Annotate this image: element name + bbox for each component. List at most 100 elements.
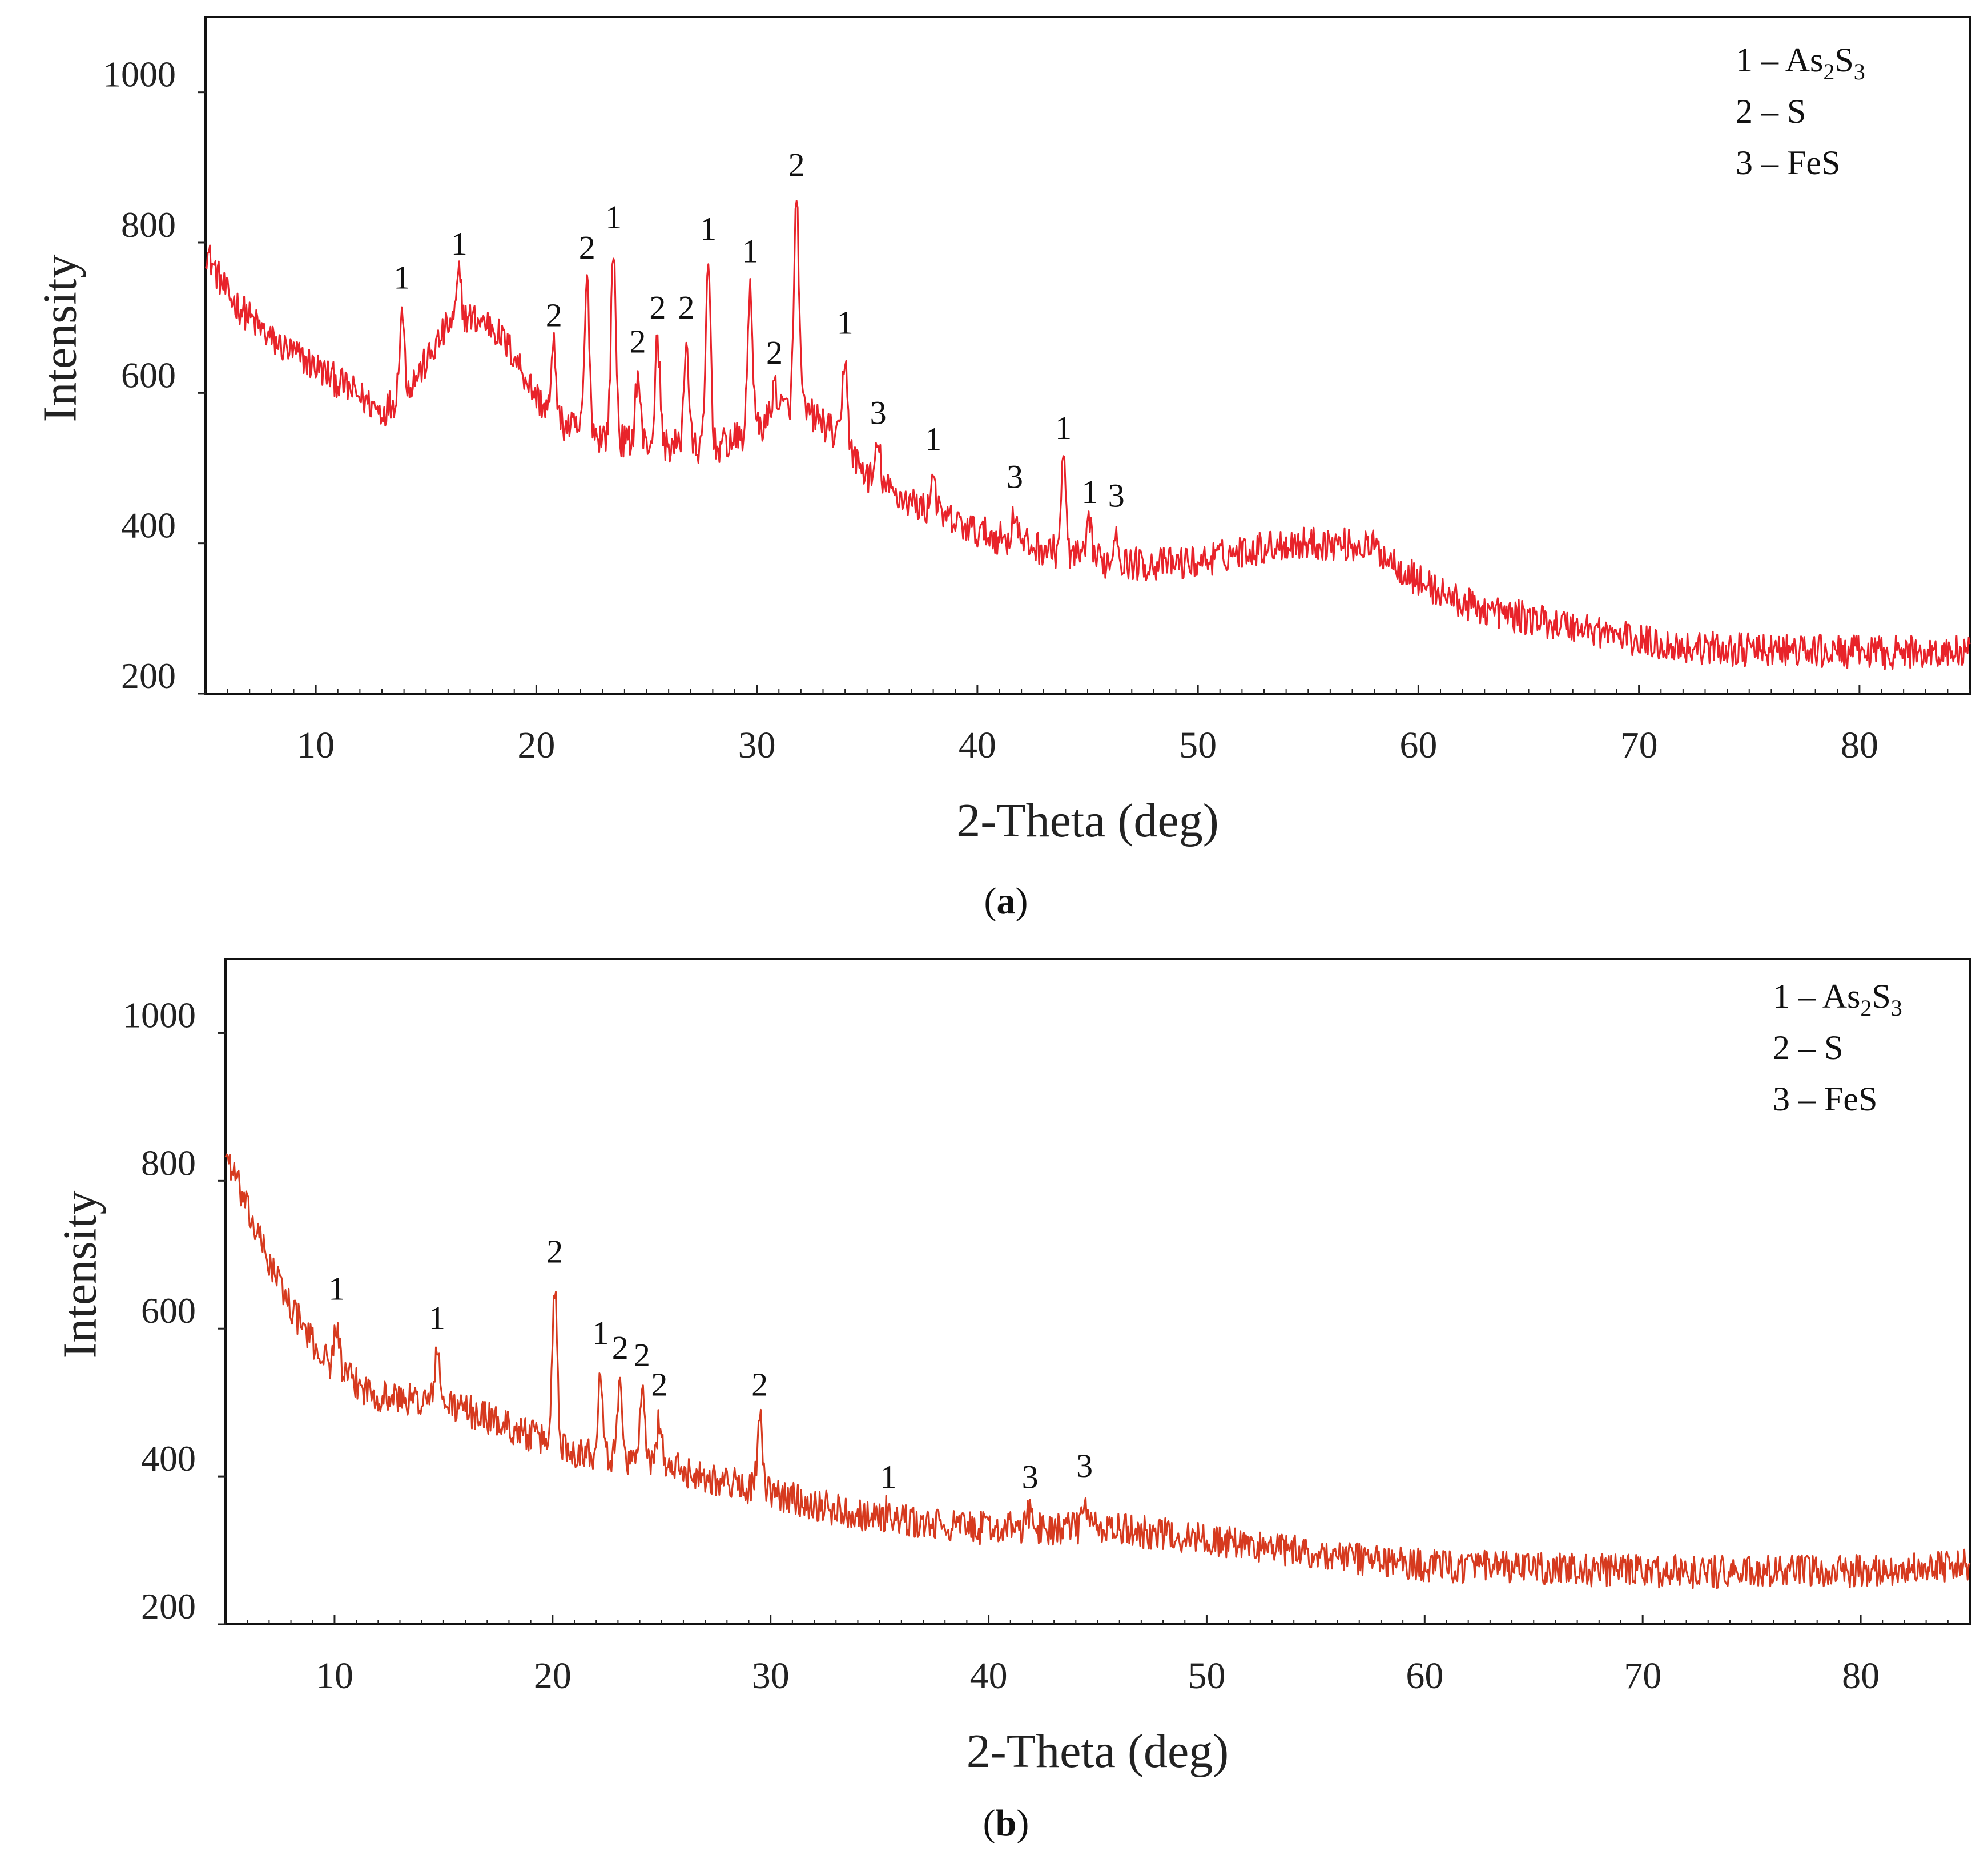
legend-formula: S [1787,92,1806,130]
x-tick-label: 10 [316,1655,353,1697]
legend-formula: FeS [1787,144,1840,182]
peak-label: 1 [592,1314,609,1351]
legend-key: 1 – [1773,977,1822,1015]
y-tick-label: 600 [121,355,176,395]
xrd-trace-line [224,1153,1971,1589]
x-tick-label: 30 [752,1655,790,1697]
peak-label: 2 [546,296,562,333]
peak-label: 1 [837,304,854,341]
x-tick-label: 50 [1179,724,1217,766]
peak-label: 2 [634,1336,650,1374]
legend-subscript: 2 [1860,995,1872,1021]
legend-formula: FeS [1824,1080,1877,1118]
panel-b-caption: (b) [983,1802,1029,1844]
peak-label: 1 [700,210,717,247]
peak-label: 2 [630,323,646,360]
legend-key: 2 – [1736,92,1787,130]
legend-entry: 3 – FeS [1736,144,1840,182]
y-tick-label: 600 [141,1290,196,1331]
panel-a-ticks: 10 20 30 40 50 60 70 80 200 400 600 800 1000 [103,54,1970,766]
y-tick-label: 800 [121,204,176,245]
legend-entry: 1 – As2S3 [1736,41,1865,84]
legend-formula: As [1822,977,1861,1015]
caption-letter: a [997,880,1016,922]
peak-label: 2 [788,146,805,183]
peak-label: 1 [1081,473,1098,510]
peak-label: 1 [925,421,941,458]
peak-label: 3 [1108,477,1125,514]
legend-key: 3 – [1736,144,1787,182]
y-tick-label: 1000 [103,54,176,95]
peak-label: 3 [1076,1447,1093,1484]
x-tick-label: 80 [1841,724,1878,766]
peak-label: 2 [649,289,666,326]
legend-subscript: 3 [1854,59,1865,84]
legend-formula: S [1834,41,1853,79]
caption-paren: ) [1016,1802,1029,1844]
x-tick-label: 20 [534,1655,572,1697]
caption-paren: ( [983,1802,996,1844]
legend-subscript: 2 [1823,59,1834,84]
y-tick-label: 200 [141,1586,196,1627]
x-tick-label: 40 [959,724,996,766]
x-tick-label: 20 [517,724,555,766]
peak-label: 2 [579,229,595,266]
x-tick-label: 80 [1842,1655,1880,1697]
x-tick-label: 70 [1624,1655,1661,1697]
peak-label: 1 [328,1270,345,1307]
x-tick-label: 40 [970,1655,1008,1697]
y-tick-label: 800 [141,1142,196,1183]
x-tick-label: 30 [738,724,776,766]
panel-a-x-axis-label: 2-Theta (deg) [956,794,1218,847]
xrd-trace-line [204,200,1971,670]
peak-label: 2 [751,1366,768,1403]
x-tick-label: 60 [1399,724,1437,766]
peak-label: 1 [880,1458,896,1495]
panel-b-y-axis-label: Intensity [54,1191,107,1359]
peak-label: 1 [1055,409,1072,446]
peak-label: 2 [766,334,783,371]
panel-b-x-axis-label: 2-Theta (deg) [967,1725,1229,1778]
peak-label: 2 [678,289,695,326]
caption-letter: b [996,1802,1017,1844]
legend-formula: As [1785,41,1824,79]
peak-label: 3 [1007,458,1023,495]
legend-subscript: 3 [1891,995,1902,1021]
legend-formula: S [1824,1029,1843,1066]
panel-a-trace-group [204,200,1971,670]
peak-label: 1 [451,225,468,262]
peak-label: 1 [429,1299,445,1336]
legend-key: 3 – [1773,1080,1824,1118]
panel-a-caption: (a) [984,880,1028,922]
x-tick-label: 50 [1188,1655,1225,1697]
peak-label: 3 [870,394,887,432]
panel-b-ticks: 10 20 30 40 50 60 70 80 200 400 600 800 1000 [123,995,1970,1697]
caption-paren: ( [984,880,997,922]
peak-label: 2 [651,1366,667,1403]
peak-label: 3 [1022,1458,1039,1495]
legend-entry: 2 – S [1736,92,1806,130]
peak-label: 1 [393,259,410,296]
legend-entry: 3 – FeS [1773,1080,1877,1118]
legend-entry: 1 – As2S3 [1773,977,1902,1021]
legend-key: 1 – [1736,41,1785,79]
x-tick-label: 70 [1620,724,1658,766]
y-tick-label: 200 [121,655,176,696]
peak-label: 1 [605,199,622,236]
y-tick-label: 1000 [123,995,196,1035]
y-tick-label: 400 [141,1438,196,1479]
legend-formula: S [1872,977,1890,1015]
y-tick-label: 400 [121,505,176,546]
panel-a-y-axis-label: Intensity [34,255,87,422]
legend-entry: 2 – S [1773,1029,1843,1066]
peak-label: 1 [742,232,759,269]
panel-b-trace-group [224,1153,1971,1589]
